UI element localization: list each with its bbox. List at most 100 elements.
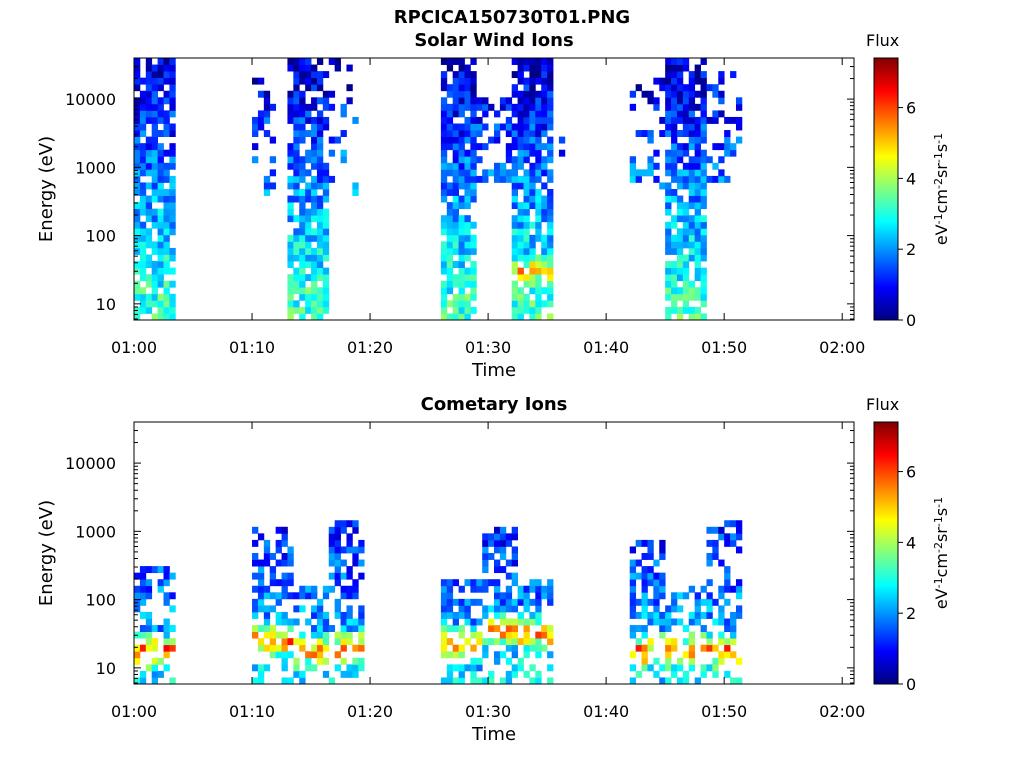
heatmap-cell bbox=[322, 175, 330, 183]
heatmap-cell bbox=[452, 77, 459, 85]
heatmap-cell bbox=[635, 559, 642, 567]
heatmap-cell bbox=[694, 293, 701, 301]
heatmap-cell bbox=[700, 247, 707, 255]
heatmap-cell bbox=[275, 539, 282, 547]
heatmap-cell bbox=[305, 156, 312, 164]
heatmap-cell bbox=[151, 143, 158, 151]
heatmap-cell bbox=[659, 579, 666, 587]
heatmap-cell bbox=[700, 234, 707, 242]
heatmap-cell bbox=[547, 592, 554, 600]
heatmap-cell bbox=[511, 559, 518, 567]
heatmap-cell bbox=[694, 156, 701, 164]
heatmap-cell bbox=[305, 71, 312, 79]
heatmap-cell bbox=[145, 234, 153, 242]
heatmap-cell bbox=[169, 195, 176, 203]
heatmap-cell bbox=[706, 598, 713, 606]
heatmap-cell bbox=[293, 175, 300, 183]
heatmap-cell bbox=[470, 58, 477, 65]
heatmap-cell bbox=[694, 123, 701, 131]
heatmap-cell bbox=[252, 605, 259, 613]
heatmap-cell bbox=[305, 77, 312, 85]
heatmap-cell bbox=[169, 638, 176, 646]
heatmap-cell bbox=[676, 228, 684, 236]
heatmap-cell bbox=[263, 130, 271, 137]
heatmap-cell bbox=[529, 123, 536, 131]
heatmap-cell bbox=[287, 625, 294, 632]
heatmap-cell bbox=[163, 631, 170, 639]
heatmap-cell bbox=[287, 546, 294, 554]
heatmap-cell bbox=[517, 657, 524, 665]
heatmap-cell bbox=[688, 97, 696, 105]
x-tick-label: 01:10 bbox=[229, 702, 275, 721]
heatmap-cell bbox=[163, 579, 170, 587]
heatmap-cell bbox=[712, 143, 719, 151]
heatmap-cell bbox=[145, 110, 153, 118]
heatmap-cell bbox=[458, 221, 465, 229]
heatmap-cell bbox=[352, 618, 359, 626]
heatmap-cell bbox=[299, 195, 306, 203]
heatmap-cell bbox=[517, 58, 524, 65]
heatmap-cell bbox=[163, 234, 170, 242]
heatmap-cell bbox=[340, 526, 347, 534]
heatmap-cell bbox=[305, 215, 312, 223]
heatmap-cell bbox=[505, 103, 513, 111]
heatmap-cell bbox=[145, 169, 153, 177]
heatmap-cell bbox=[458, 585, 465, 593]
heatmap-cell bbox=[287, 58, 294, 65]
heatmap-cell bbox=[535, 110, 542, 118]
colorbar-tick-label: 2 bbox=[906, 240, 916, 259]
panel-1-title: Solar Wind Ions bbox=[414, 30, 574, 51]
heatmap-cell bbox=[694, 64, 701, 72]
heatmap-cell bbox=[358, 605, 365, 613]
heatmap-cell bbox=[299, 287, 306, 295]
heatmap-cell bbox=[263, 644, 271, 652]
heatmap-cell bbox=[263, 90, 271, 98]
heatmap-cell bbox=[139, 572, 147, 580]
heatmap-cell bbox=[700, 274, 707, 282]
heatmap-cell bbox=[134, 182, 141, 190]
heatmap-cell bbox=[517, 254, 524, 262]
heatmap-cell bbox=[671, 123, 678, 131]
heatmap-cell bbox=[163, 280, 170, 288]
heatmap-cell bbox=[287, 149, 294, 157]
heatmap-cell bbox=[163, 254, 170, 262]
heatmap-cell bbox=[499, 651, 507, 659]
heatmap-cell bbox=[458, 644, 465, 652]
heatmap-cell bbox=[665, 287, 672, 295]
heatmap-cell bbox=[535, 189, 542, 196]
heatmap-cell bbox=[163, 149, 170, 157]
heatmap-cell bbox=[476, 103, 483, 111]
heatmap-cell bbox=[145, 195, 153, 203]
heatmap-cell bbox=[511, 90, 518, 98]
heatmap-cell bbox=[311, 306, 318, 314]
heatmap-cell bbox=[352, 585, 359, 593]
heatmap-cell bbox=[635, 169, 642, 177]
heatmap-cell bbox=[316, 306, 324, 314]
heatmap-cell bbox=[287, 175, 294, 183]
heatmap-cell bbox=[682, 84, 690, 92]
heatmap-cell bbox=[676, 261, 684, 268]
heatmap-cell bbox=[529, 103, 536, 111]
heatmap-cell bbox=[724, 520, 731, 528]
heatmap-cell bbox=[535, 90, 542, 98]
heatmap-cell bbox=[700, 84, 707, 92]
heatmap-cell bbox=[145, 274, 153, 282]
heatmap-cell bbox=[452, 644, 459, 652]
heatmap-cell bbox=[145, 143, 153, 151]
heatmap-cell bbox=[694, 611, 701, 619]
heatmap-cell bbox=[334, 579, 341, 587]
heatmap-cell bbox=[287, 162, 294, 170]
heatmap-cell bbox=[535, 123, 542, 131]
heatmap-cell bbox=[305, 208, 312, 216]
heatmap-cell bbox=[523, 189, 530, 196]
heatmap-cell bbox=[464, 195, 471, 203]
heatmap-cell bbox=[145, 228, 153, 236]
heatmap-cell bbox=[529, 287, 536, 295]
heatmap-cell bbox=[145, 625, 153, 632]
heatmap-cell bbox=[299, 631, 306, 639]
heatmap-cell bbox=[169, 221, 176, 229]
heatmap-cell bbox=[346, 585, 353, 593]
heatmap-cell bbox=[151, 664, 158, 672]
heatmap-cell bbox=[523, 123, 530, 131]
